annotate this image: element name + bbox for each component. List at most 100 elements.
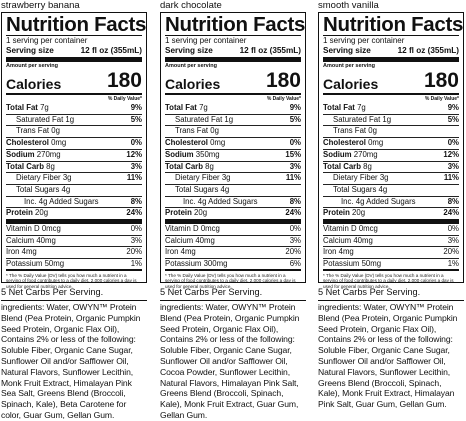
nutrient-daily-value: 3% [447, 161, 459, 171]
nutrient-label: Total Fat [6, 103, 38, 112]
nutrient-amount: 1g [224, 114, 234, 124]
daily-value-header: % Daily Value* [107, 96, 142, 102]
vitamin-daily-value: 0% [447, 224, 459, 234]
nutrient-daily-value: 8% [289, 196, 301, 206]
nutrient-amount: 8g [363, 161, 372, 171]
nutrient-daily-value: 8% [130, 196, 142, 206]
vitamin-daily-value: 20% [126, 247, 142, 257]
nutrient-daily-value: 24% [285, 208, 301, 218]
nutrient-label: Total Carb [323, 161, 361, 171]
nutrient-label: Protein [165, 208, 192, 218]
vitamin-rows: Vitamin D 0mcg 0% Calcium 40mg 3% Iron 4mg 20… [323, 224, 459, 269]
nutrient-rows: Total Fat 7g 9% Saturated Fat 1g 5% Trans Fa… [165, 103, 301, 219]
net-carbs: 5 Net Carbs Per Serving. [318, 287, 421, 297]
nutrient-row: Cholesterol 0mg 0% [323, 137, 459, 149]
nutrient-daily-value: 0% [130, 138, 142, 148]
flavor-name: strawberry banana [1, 0, 80, 11]
vitamin-daily-value: 6% [289, 258, 301, 268]
calories-row: Calories 180 [323, 69, 459, 93]
nutrient-label: Total Sugars [16, 184, 60, 194]
nutrition-facts-label: Nutrition Facts 1 serving per container … [1, 12, 147, 289]
calories-row: Calories 180 [6, 69, 142, 93]
nutrient-amount: 3g [379, 173, 389, 183]
vitamin-daily-value: 0% [289, 224, 301, 234]
nutrient-label: Cholesterol [165, 138, 208, 148]
nutrient-label: Inc. 4g Added Sugars [24, 196, 99, 206]
vitamin-row: Potassium 50mg 1% [323, 257, 459, 270]
nutrient-label: Total Carb [165, 161, 203, 171]
nutrient-amount: 0mg [51, 138, 67, 148]
vitamin-daily-value: 1% [130, 258, 142, 268]
nutrient-row: Total Fat 7g 9% [165, 103, 301, 114]
vitamin-label: Potassium 50mg [6, 258, 65, 268]
nutrient-daily-value: 9% [289, 103, 301, 112]
serving-size: Serving size 12 fl oz (355mL) [165, 46, 301, 56]
nutrient-label: Dietary Fiber [16, 173, 61, 183]
nutrient-label: Sodium [6, 149, 35, 159]
vitamin-label: Vitamin D 0mcg [165, 224, 220, 234]
nutrient-daily-value: 12% [126, 149, 142, 159]
vitamin-label: Iron 4mg [165, 247, 196, 257]
servings-per-container: 1 serving per container [165, 36, 247, 45]
serving-size-value: 12 fl oz (355mL) [239, 46, 301, 55]
nutrient-row: Dietary Fiber 3g 11% [323, 172, 459, 184]
nutrition-facts-title: Nutrition Facts [323, 13, 464, 36]
nutrient-label: Trans Fat [16, 126, 50, 136]
nutrient-row: Dietary Fiber 3g 11% [6, 172, 142, 184]
serving-size-label: Serving size [165, 46, 213, 55]
nutrient-amount: 3g [221, 173, 231, 183]
vitamin-row: Calcium 40mg 3% [165, 234, 301, 247]
vitamin-daily-value: 3% [130, 235, 142, 245]
nutrient-row: Total Fat 7g 9% [6, 103, 142, 114]
calories-value: 180 [265, 69, 301, 92]
vitamin-row: Iron 4mg 20% [323, 246, 459, 258]
nutrient-row: Cholesterol 0mg 0% [165, 137, 301, 149]
nutrient-row: Trans Fat 0g [165, 125, 301, 137]
vitamin-row: Vitamin D 0mcg 0% [323, 224, 459, 235]
nutrient-amount: 3g [62, 173, 72, 183]
nutrient-row: Total Carb 8g 3% [165, 160, 301, 173]
serving-size-label: Serving size [323, 46, 371, 55]
nutrient-amount: 350mg [195, 149, 220, 159]
nutrient-row: Saturated Fat 1g 5% [165, 113, 301, 126]
nutrient-daily-value: 8% [447, 196, 459, 206]
nutrient-label: Saturated Fat [333, 114, 381, 124]
nutrition-facts-label: Nutrition Facts 1 serving per container … [318, 12, 464, 289]
vitamin-row: Calcium 40mg 3% [6, 234, 142, 247]
nutrient-label: Cholesterol [6, 138, 49, 148]
calories-value: 180 [423, 69, 459, 92]
nutrient-label: Total Sugars [333, 184, 377, 194]
nutrient-label: Total Sugars [175, 184, 219, 194]
nutrient-amount: 4g [220, 184, 230, 194]
nutrient-daily-value: 0% [447, 138, 459, 148]
calories-label: Calories [165, 76, 221, 92]
nutrient-row: Total Sugars 4g [6, 183, 142, 196]
nutrient-row: Total Fat 7g 9% [323, 103, 459, 114]
nutrient-row: Inc. 4g Added Sugars 8% [165, 195, 301, 208]
vitamin-label: Calcium 40mg [323, 235, 373, 245]
vitamin-rows: Vitamin D 0mcg 0% Calcium 40mg 3% Iron 4mg 20… [6, 224, 142, 269]
nutrient-amount: 0mg [368, 138, 384, 148]
serving-size-label: Serving size [6, 46, 54, 55]
nutrient-amount: 8g [205, 161, 214, 171]
nutrient-label: Total Fat [323, 103, 355, 112]
nutrient-label: Cholesterol [323, 138, 366, 148]
amount-per-serving: Amount per serving [323, 63, 375, 69]
nutrient-amount: 0g [210, 126, 219, 136]
calories-value: 180 [106, 69, 142, 92]
vitamin-label: Vitamin D 0mcg [6, 224, 61, 234]
calories-row: Calories 180 [165, 69, 301, 93]
amount-per-serving: Amount per serving [165, 63, 217, 69]
nutrient-row: Sodium 270mg 12% [323, 148, 459, 161]
nutrient-label: Dietary Fiber [175, 173, 220, 183]
nutrient-row: Protein 20g 24% [165, 207, 301, 219]
nutrient-amount: 0g [368, 126, 377, 136]
nutrient-row: Total Carb 8g 3% [6, 160, 142, 173]
vitamin-row: Potassium 50mg 1% [6, 257, 142, 270]
daily-value-footnote: * The % Daily Value (DV) tells you how m… [323, 273, 454, 289]
nutrient-label: Trans Fat [175, 126, 209, 136]
vitamin-label: Calcium 40mg [6, 235, 56, 245]
calories-label: Calories [6, 76, 62, 92]
serving-size-value: 12 fl oz (355mL) [397, 46, 459, 55]
ingredients-list: ingredients: Water, OWYN™ Protein Blend … [160, 302, 300, 420]
